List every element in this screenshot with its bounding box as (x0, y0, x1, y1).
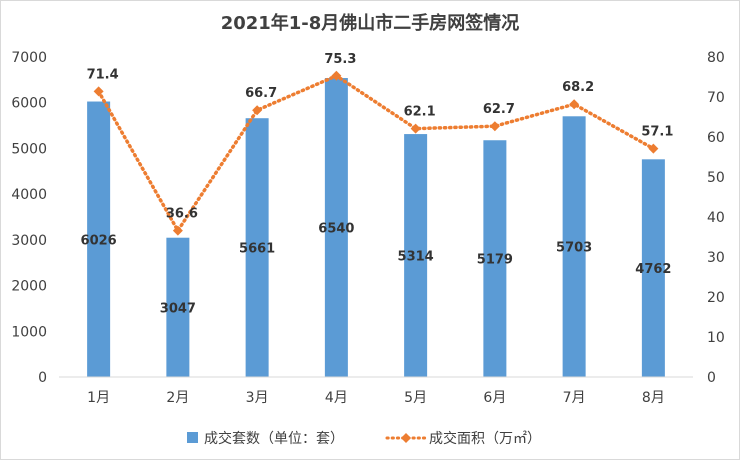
bar (87, 101, 111, 378)
line-point (489, 121, 500, 132)
legend-line-label: 成交面积（万㎡） (429, 430, 541, 447)
bar-value-label: 6026 (81, 233, 117, 248)
left-tick-label: 6000 (11, 96, 47, 112)
line-value-label: 66.7 (245, 86, 277, 101)
bar (641, 159, 665, 377)
bar (324, 78, 348, 378)
chart-title: 2021年1-8月佛山市二手房网签情况 (220, 13, 520, 34)
left-tick-label: 2000 (11, 279, 47, 295)
right-tick-label: 50 (707, 170, 725, 186)
bar-value-label: 5314 (398, 250, 434, 265)
right-tick-label: 0 (707, 370, 716, 386)
bar-data-labels: 6026 3047 5661 6540 5314 5179 5703 4762 (81, 222, 672, 317)
x-tick-label: 5月 (404, 390, 427, 406)
line-point (410, 123, 421, 134)
line-path (96, 73, 656, 234)
bar (245, 118, 269, 377)
x-tick-label: 8月 (642, 390, 665, 406)
right-tick-label: 80 (707, 50, 725, 66)
line-value-label: 62.7 (483, 102, 515, 117)
bar-value-label: 3047 (160, 301, 196, 316)
right-tick-label: 10 (707, 330, 725, 346)
right-tick-label: 20 (707, 290, 725, 306)
left-tick-label: 1000 (11, 324, 47, 340)
bar-value-label: 5703 (556, 241, 592, 256)
bar (483, 140, 507, 377)
bar-value-label: 6540 (318, 222, 354, 237)
bar-value-label: 5179 (477, 253, 513, 268)
x-tick-label: 1月 (87, 390, 110, 406)
left-axis-ticks: 0 1000 2000 3000 4000 5000 6000 7000 (11, 50, 47, 386)
right-tick-label: 70 (707, 90, 725, 106)
right-tick-label: 40 (707, 210, 725, 226)
line-point (172, 225, 183, 236)
left-tick-label: 7000 (11, 50, 47, 66)
line-value-label: 75.3 (324, 52, 356, 67)
right-tick-label: 30 (707, 250, 725, 266)
left-tick-label: 0 (38, 370, 47, 386)
x-axis-ticks: 1月 2月 3月 4月 5月 6月 7月 8月 (87, 390, 665, 406)
line-point (93, 86, 104, 97)
left-tick-label: 4000 (11, 187, 47, 203)
line-point (648, 143, 659, 154)
legend-line-marker (401, 433, 411, 443)
line-point (252, 105, 263, 116)
x-tick-label: 6月 (483, 390, 506, 406)
x-tick-label: 2月 (166, 390, 189, 406)
bar-value-label: 4762 (635, 262, 671, 277)
bar (562, 116, 586, 377)
bar (166, 237, 190, 377)
right-axis-ticks: 0 10 20 30 40 50 60 70 80 (707, 50, 725, 386)
bar-value-label: 5661 (239, 242, 275, 257)
bar-series (87, 78, 665, 378)
x-tick-label: 3月 (246, 390, 269, 406)
line-point (331, 70, 342, 81)
line-value-label: 36.6 (166, 207, 198, 222)
line-series (93, 70, 659, 236)
x-tick-label: 7月 (563, 390, 586, 406)
line-value-label: 62.1 (404, 105, 436, 120)
bar (404, 134, 428, 377)
legend-bar-label: 成交套数（单位：套） (204, 430, 344, 447)
line-value-label: 71.4 (87, 67, 119, 82)
line-value-label: 57.1 (641, 125, 673, 140)
legend-bar-swatch (187, 432, 198, 443)
left-tick-label: 3000 (11, 233, 47, 249)
line-value-label: 68.2 (562, 80, 594, 95)
left-tick-label: 5000 (11, 141, 47, 157)
line-point (569, 99, 580, 110)
right-tick-label: 60 (707, 130, 725, 146)
x-tick-label: 4月 (325, 390, 348, 406)
line-data-labels: 71.4 36.6 66.7 75.3 62.1 62.7 68.2 57.1 (87, 52, 674, 222)
legend: 成交套数（单位：套） 成交面积（万㎡） (187, 430, 541, 447)
